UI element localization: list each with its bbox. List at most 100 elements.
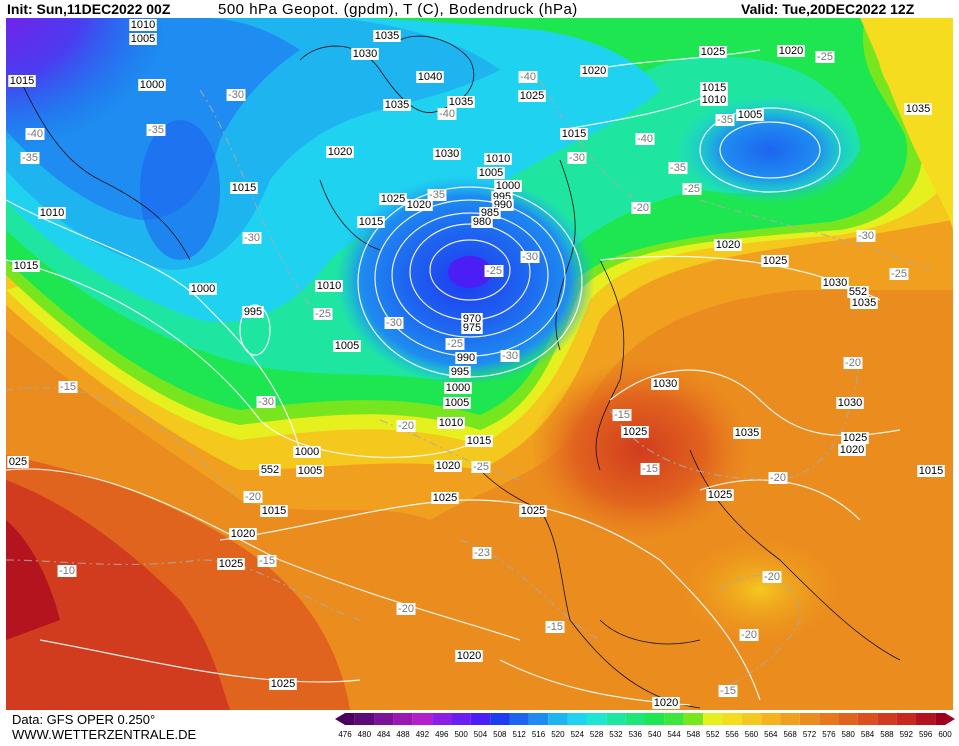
colorbar-label: 504 (474, 730, 488, 739)
temperature-label-group: -20 (396, 603, 416, 615)
temperature-label-group: -40 (635, 133, 655, 145)
temperature-label-box (445, 338, 465, 350)
isobar-label-box (477, 167, 505, 179)
temperature-label: -20 (845, 357, 861, 369)
isobar-label-box (484, 153, 512, 165)
colorbar-swatch (664, 713, 684, 725)
temperature-label-group: -20 (243, 491, 263, 503)
temperature-label-group: -25 (445, 338, 465, 350)
isobar-label-group: 1000 (293, 446, 321, 458)
temperature-label: -35 (717, 114, 733, 126)
isobar-label-group: 1030 (651, 378, 679, 390)
temperature-label-box (384, 317, 404, 329)
colorbar-swatch (645, 713, 665, 725)
isobar-label-box (189, 283, 217, 295)
colorbar-label: 484 (377, 730, 391, 739)
isobar-label-box (38, 207, 66, 219)
isobar-label-group: 1025 (621, 426, 649, 438)
colorbar-swatch (625, 713, 645, 725)
temperature-label: -30 (386, 317, 402, 329)
colorbar-swatch (780, 713, 800, 725)
isobar-label-box (714, 239, 742, 251)
colorbar-swatch (432, 713, 452, 725)
temperature-label-box (500, 350, 520, 362)
temperature-label-box (718, 685, 738, 697)
temperature-label-group: -35 (146, 124, 166, 136)
isobar-label-group: 1025 (761, 255, 789, 267)
colorbar-swatch (606, 713, 626, 725)
isobar-label: 1005 (479, 167, 503, 179)
isobar-label: 1020 (436, 460, 460, 472)
isobar-label-box (333, 340, 361, 352)
temperature-label: -30 (244, 232, 260, 244)
temperature-label-box (243, 491, 263, 503)
isobar-label-group: 995 (242, 306, 264, 318)
isobar-label: 1015 (702, 82, 726, 94)
isobar-label-box (700, 82, 728, 94)
temperature-label-box (762, 571, 782, 583)
isobar-label-box (651, 378, 679, 390)
colorbar-swatch (374, 713, 394, 725)
isobar-label: 1005 (298, 465, 322, 477)
isobar-label: 975 (463, 322, 481, 334)
isobar-label-box (416, 71, 444, 83)
temperature-label-box (20, 152, 40, 164)
temperature-label: -10 (59, 565, 75, 577)
temperature-label: -30 (502, 350, 518, 362)
colorbar-label: 588 (880, 730, 894, 739)
temperature-label: -25 (486, 265, 502, 277)
colorbar-label: 476 (338, 730, 352, 739)
warm-region (6, 520, 60, 640)
temperature-label-group: -20 (631, 202, 651, 214)
isobar-label-group: 1015 (917, 465, 945, 477)
temperature-label-group: -25 (471, 461, 491, 473)
temperature-label-group: -23 (472, 547, 492, 559)
isobar-label-box (443, 397, 471, 409)
isobar-label-box (259, 464, 281, 476)
isobar-label-group: 1035 (447, 96, 475, 108)
isobar-label-box (700, 94, 728, 106)
isobar-label: 1000 (295, 446, 319, 458)
temperature-label-group: -30 (500, 350, 520, 362)
isobar-label-box (465, 435, 493, 447)
colorbar-label: 508 (493, 730, 507, 739)
isobar-label: 1025 (520, 90, 544, 102)
temperature-label-box (739, 629, 759, 641)
temperature-label: -40 (637, 133, 653, 145)
temperature-label-box (631, 202, 651, 214)
isobar-label-group: 1005 (477, 167, 505, 179)
isobar-label-box (437, 417, 465, 429)
header-bar (0, 0, 959, 18)
temperature-label-group: -15 (257, 555, 277, 567)
colorbar-swatch (838, 713, 858, 725)
colorbar-swatch (509, 713, 529, 725)
isobar-label-box (315, 280, 343, 292)
isobar-label-box (138, 79, 166, 91)
colorbar-label: 600 (938, 730, 952, 739)
isobar-label-group: 1010 (315, 280, 343, 292)
colorbar-swatch (857, 713, 878, 725)
isobar-label-group: 1025 (269, 678, 297, 690)
isobar-label: 1025 (763, 255, 787, 267)
isobar-label-box (444, 382, 472, 394)
isobar-label: 1020 (328, 146, 352, 158)
isobar-label-box (7, 456, 29, 468)
isobar-label-box (841, 432, 869, 444)
isobar-label-group: 975 (461, 322, 483, 334)
temperature-label-group: -15 (612, 409, 632, 421)
isobar-label-group: 1010 (437, 417, 465, 429)
temperature-label: -20 (764, 571, 780, 583)
isobar-label-box (405, 199, 433, 211)
colorbar-swatch (703, 713, 723, 725)
isobar-label-box (733, 427, 761, 439)
isobar-label-group: 1020 (229, 528, 257, 540)
isobar-label-group: 1020 (326, 146, 354, 158)
temperature-label: -30 (522, 251, 538, 263)
colorbar-swatch (345, 713, 355, 725)
isobar-label-box (455, 352, 477, 364)
temperature-label-group: -35 (668, 162, 688, 174)
temperature-label: -20 (770, 472, 786, 484)
valid-time: Valid: Tue,20DEC2022 12Z (741, 1, 915, 17)
isobar-label-box (269, 678, 297, 690)
temperature-label-group: -10 (57, 565, 77, 577)
